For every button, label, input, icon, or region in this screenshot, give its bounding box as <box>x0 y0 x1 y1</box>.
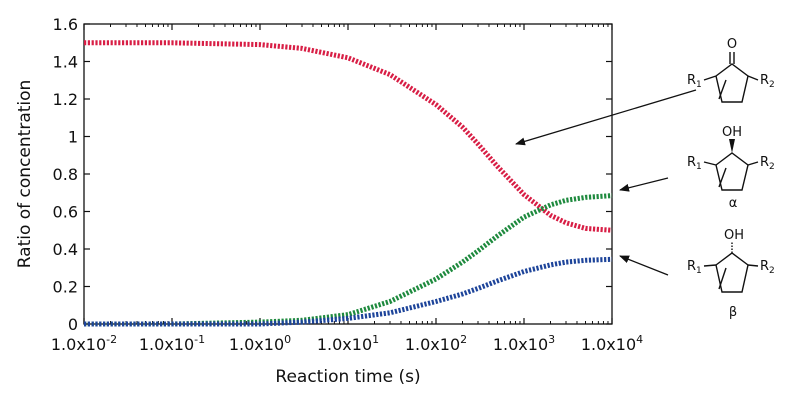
y-tick-label: 0.6 <box>53 203 78 222</box>
alpha-r2-bond <box>747 161 759 166</box>
beta-isomer-label: β <box>729 305 737 320</box>
x-tick-label: 1.0x10-1 <box>139 333 205 354</box>
series-layer <box>84 40 613 327</box>
series-line-beta-alcohol <box>84 256 613 327</box>
x-tick-label: 1.0x102 <box>405 333 467 354</box>
series-line-alpha-alcohol <box>84 193 613 327</box>
ketone-r1-label: R1 <box>687 73 702 90</box>
alpha-double-bond <box>718 167 727 188</box>
y-tick-label: 1 <box>68 128 78 147</box>
alpha-hydroxyl-label: OH <box>722 125 742 140</box>
y-tick-label: 0.8 <box>53 165 78 184</box>
y-tick-label: 1.4 <box>53 53 78 72</box>
ketone-double-bond <box>718 79 727 100</box>
ketone-r2-label: R2 <box>760 73 775 90</box>
y-tick-label: 1.6 <box>53 15 78 34</box>
ketone-structure: O R1 R2 <box>687 37 775 103</box>
plot-frame <box>83 23 613 325</box>
x-axis-title: Reaction time (s) <box>275 367 420 387</box>
alpha-r2-label: R2 <box>760 155 775 172</box>
y-axis-ticks: 0 0.2 0.4 0.6 0.8 1 1.2 1.4 1.6 <box>53 15 612 334</box>
alpha-ring <box>715 152 749 191</box>
x-tick-label: 1.0x101 <box>317 333 379 354</box>
beta-ring <box>715 252 749 293</box>
y-tick-label: 0.2 <box>53 278 78 297</box>
beta-r1-label: R1 <box>687 259 702 276</box>
beta-hydroxyl-label: OH <box>724 228 744 243</box>
ketone-r2-bond <box>747 75 759 81</box>
x-tick-label: 1.0x104 <box>581 333 643 354</box>
x-tick-label: 1.0x10-2 <box>51 333 117 354</box>
beta-r1-bond <box>703 264 717 267</box>
beta-r2-bond <box>747 264 759 267</box>
beta-structure: OH R1 R2 β <box>687 228 775 320</box>
alpha-r1-bond <box>703 161 717 166</box>
y-tick-label: 0 <box>68 315 78 334</box>
alpha-wedge-bond <box>729 139 735 153</box>
beta-arrow <box>619 255 669 276</box>
ketone-r1-bond <box>703 75 717 81</box>
alpha-isomer-label: α <box>729 196 738 211</box>
ketone-oxygen-label: O <box>727 37 737 52</box>
x-tick-label: 1.0x103 <box>493 333 555 354</box>
y-tick-label: 1.2 <box>53 90 78 109</box>
x-tick-label: 1.0x100 <box>229 333 291 354</box>
beta-r2-label: R2 <box>760 259 775 276</box>
alpha-structure: OH R1 R2 α <box>687 125 775 211</box>
alpha-r1-label: R1 <box>687 155 702 172</box>
beta-double-bond <box>718 267 727 290</box>
ketone-ring <box>715 63 749 103</box>
ketone-arrow <box>515 89 697 146</box>
x-axis-ticks: 1.0x10-2 1.0x10-1 1.0x100 1.0x101 1.0x102 1.0… <box>51 24 643 354</box>
series-line-ketone <box>84 40 613 233</box>
y-tick-label: 0.4 <box>53 240 78 259</box>
alpha-arrow <box>619 177 669 192</box>
y-axis-title: Ratio of concentration <box>15 80 35 269</box>
